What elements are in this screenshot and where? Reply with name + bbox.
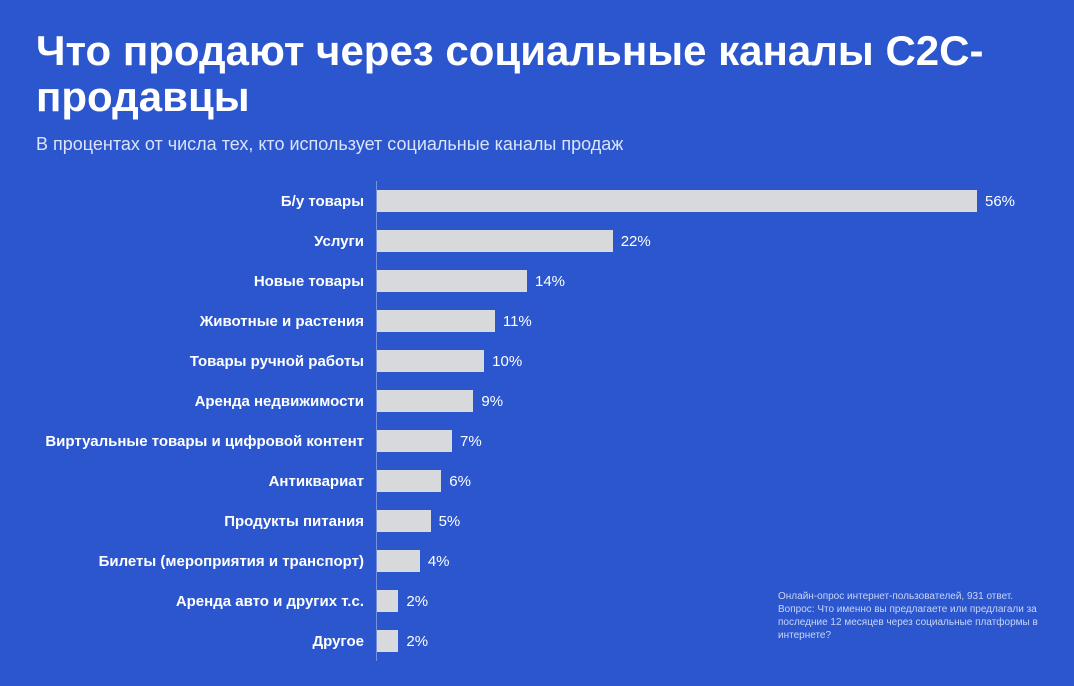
bar-label: Аренда недвижимости [36,393,376,410]
bar-label: Антиквариат [36,473,376,490]
bar [377,630,398,652]
bar-value: 5% [439,513,461,530]
bar-value: 2% [406,633,428,650]
bar-value: 9% [481,393,503,410]
bar-value: 14% [535,273,565,290]
bar-label: Товары ручной работы [36,353,376,370]
bar-label: Услуги [36,233,376,250]
chart-row: Билеты (мероприятия и транспорт) 4% [36,541,1038,581]
bar [377,230,613,252]
bar-value: 56% [985,193,1015,210]
bar-label: Животные и растения [36,313,376,330]
bar-area: 9% [376,381,1016,421]
chart-subtitle: В процентах от числа тех, кто использует… [36,134,1038,155]
chart-row: Услуги 22% [36,221,1038,261]
bar-value: 10% [492,353,522,370]
bar-area: 7% [376,421,1016,461]
bar-area: 56% [376,181,1016,221]
bar-label: Б/у товары [36,193,376,210]
chart-row: Аренда недвижимости 9% [36,381,1038,421]
bar-label: Новые товары [36,273,376,290]
bar [377,590,398,612]
bar-value: 6% [449,473,471,490]
bar-area: 5% [376,501,1016,541]
bar-area: 22% [376,221,1016,261]
bar [377,270,527,292]
chart-row: Виртуальные товары и цифровой контент 7% [36,421,1038,461]
bar-value: 2% [406,593,428,610]
chart-row: Б/у товары 56% [36,181,1038,221]
bar [377,510,431,532]
bar-label: Виртуальные товары и цифровой контент [36,433,376,450]
bar-value: 7% [460,433,482,450]
bar-area: 10% [376,341,1016,381]
chart-row: Животные и растения 11% [36,301,1038,341]
bar [377,470,441,492]
bar-value: 11% [503,313,532,330]
bar [377,310,495,332]
bar [377,430,452,452]
chart-title: Что продают через социальные каналы C2C-… [36,28,1038,120]
bar [377,350,484,372]
chart-footnote: Онлайн-опрос интернет-пользователей, 931… [778,590,1038,642]
chart-row: Антиквариат 6% [36,461,1038,501]
bar-value: 4% [428,553,450,570]
bar [377,190,977,212]
bar-area: 14% [376,261,1016,301]
chart-row: Продукты питания 5% [36,501,1038,541]
bar [377,550,420,572]
bar-value: 22% [621,233,651,250]
bar-label: Другое [36,633,376,650]
bar-label: Билеты (мероприятия и транспорт) [36,553,376,570]
chart-row: Новые товары 14% [36,261,1038,301]
bar-area: 4% [376,541,1016,581]
bar [377,390,473,412]
bar-label: Аренда авто и других т.с. [36,593,376,610]
bar-area: 11% [376,301,1016,341]
bar-label: Продукты питания [36,513,376,530]
bar-area: 6% [376,461,1016,501]
chart-row: Товары ручной работы 10% [36,341,1038,381]
